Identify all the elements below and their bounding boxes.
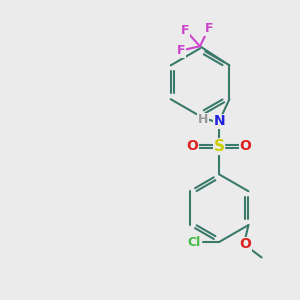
Text: O: O	[239, 237, 251, 251]
Text: F: F	[176, 44, 185, 57]
Text: F: F	[205, 22, 213, 35]
Text: O: O	[187, 139, 199, 153]
Text: N: N	[213, 114, 225, 128]
Text: Cl: Cl	[188, 236, 201, 248]
Text: O: O	[240, 139, 251, 153]
Text: H: H	[198, 113, 208, 126]
Text: F: F	[181, 23, 190, 37]
Text: S: S	[214, 139, 225, 154]
